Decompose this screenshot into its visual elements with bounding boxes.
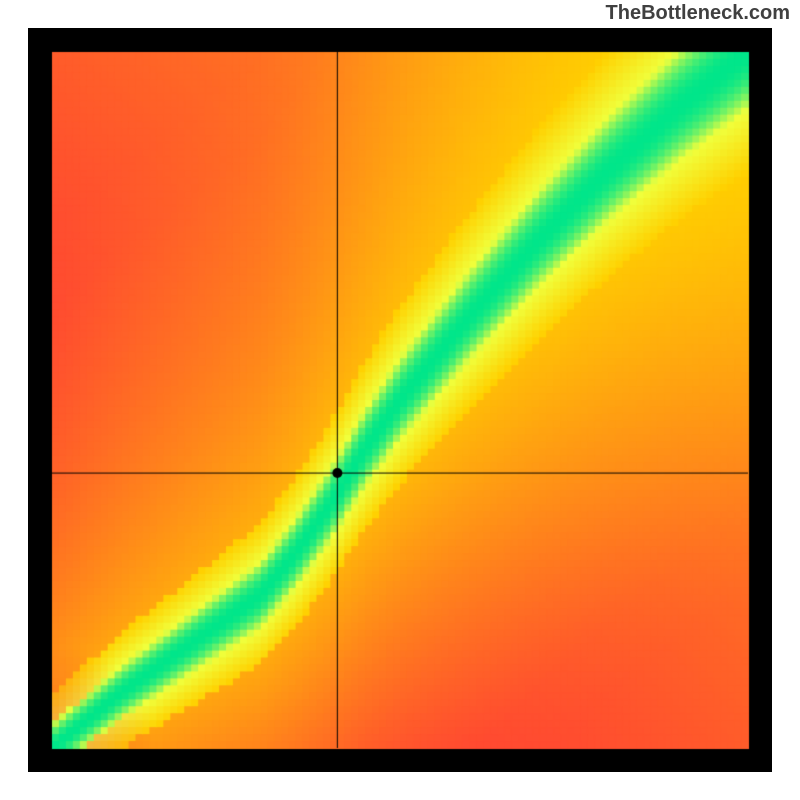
chart-frame (28, 28, 772, 772)
bottleneck-heatmap (28, 28, 772, 772)
watermark-text: TheBottleneck.com (606, 2, 790, 25)
chart-container: TheBottleneck.com (0, 0, 800, 800)
